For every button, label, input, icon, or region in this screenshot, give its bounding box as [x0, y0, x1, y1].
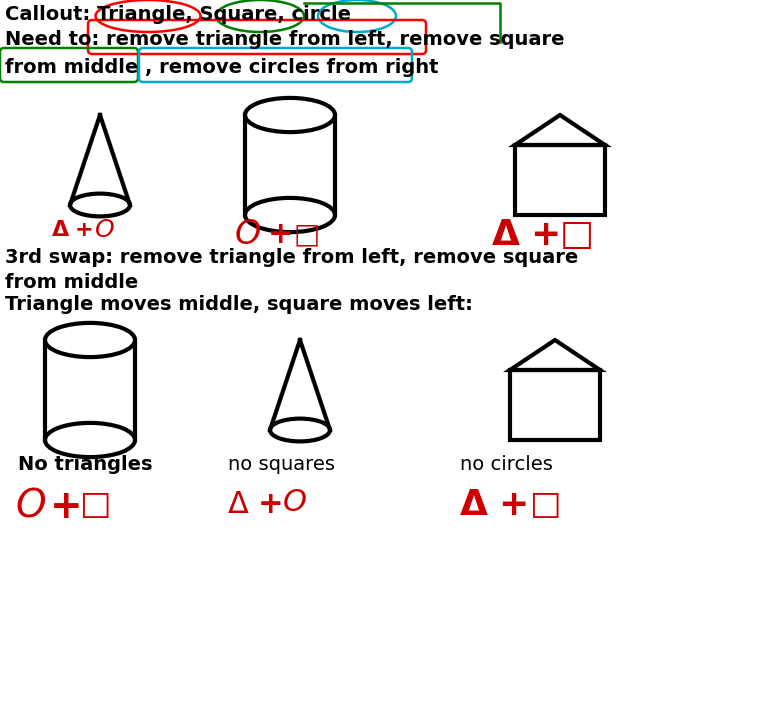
Text: no circles: no circles [460, 455, 553, 474]
Text: +: + [498, 488, 528, 522]
Text: Triangle moves middle, square moves left:: Triangle moves middle, square moves left… [5, 295, 473, 314]
Text: O: O [235, 218, 261, 251]
Text: from middle , remove circles from right: from middle , remove circles from right [5, 58, 439, 77]
Text: +: + [258, 490, 283, 519]
Text: +: + [530, 218, 561, 252]
Text: +: + [50, 488, 83, 526]
Text: Δ: Δ [460, 488, 488, 522]
Text: no squares: no squares [228, 455, 335, 474]
Text: Δ: Δ [228, 490, 249, 519]
Text: □: □ [530, 488, 561, 521]
Text: O: O [283, 488, 307, 517]
Text: Δ: Δ [492, 218, 520, 252]
Bar [515, 145, 605, 215]
Text: +: + [75, 220, 94, 240]
Text: 3rd swap: remove triangle from left, remove square: 3rd swap: remove triangle from left, rem… [5, 248, 578, 267]
Text: □: □ [294, 220, 320, 248]
Text: O: O [15, 488, 45, 526]
Text: No triangles: No triangles [18, 455, 153, 474]
Text: O: O [95, 218, 114, 242]
Text: from middle: from middle [5, 273, 138, 292]
Text: □: □ [80, 488, 111, 521]
Bar [510, 370, 600, 440]
Text: Δ: Δ [52, 220, 69, 240]
Text: Need to: remove triangle from left, remove square: Need to: remove triangle from left, remo… [5, 30, 564, 49]
Text: □: □ [560, 218, 594, 252]
Text: Callout: Triangle, Square, circle: Callout: Triangle, Square, circle [5, 5, 351, 24]
Text: +: + [268, 220, 293, 249]
